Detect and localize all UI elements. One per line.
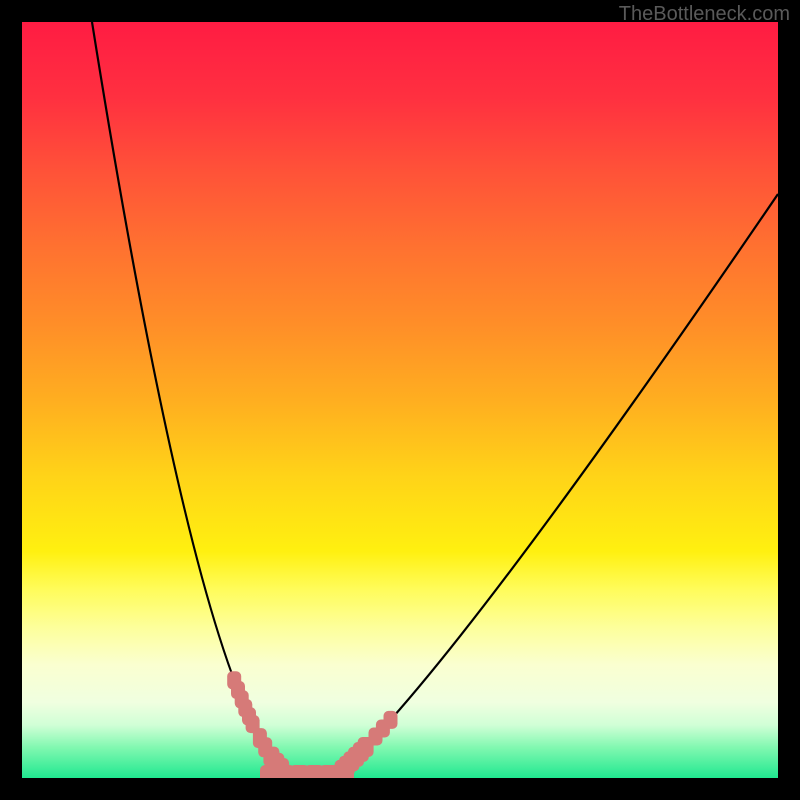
plot-area xyxy=(22,22,778,778)
watermark-text: TheBottleneck.com xyxy=(619,3,790,26)
gradient-background xyxy=(22,22,778,778)
